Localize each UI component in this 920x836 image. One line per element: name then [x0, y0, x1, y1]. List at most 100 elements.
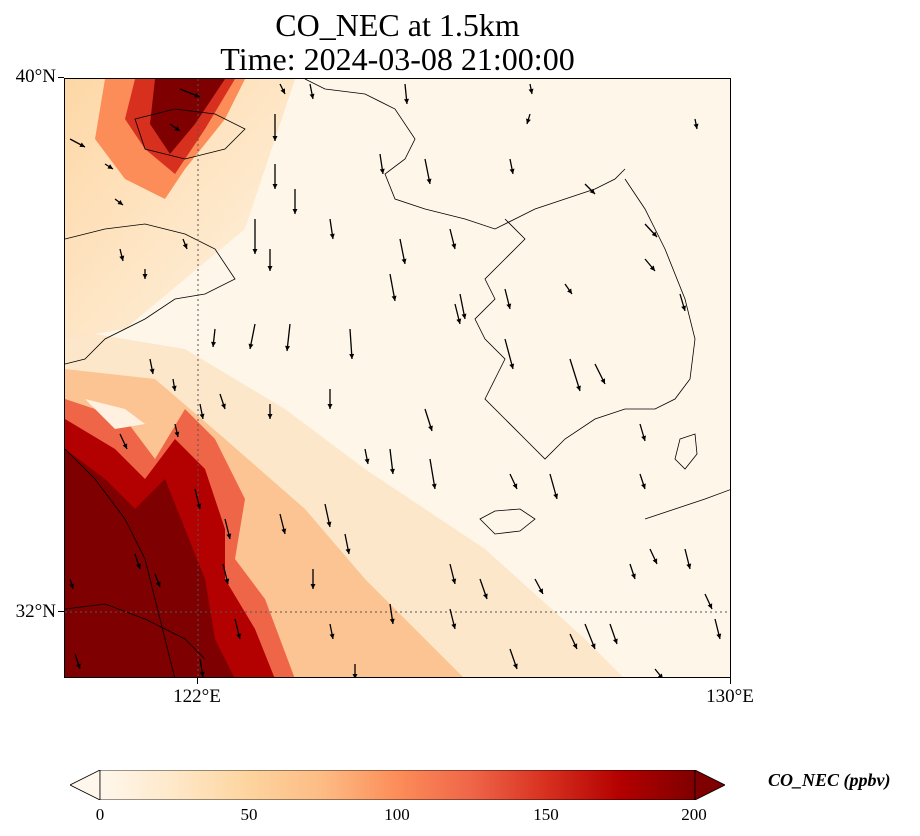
wind-vector-head — [69, 583, 74, 589]
colorbar-max-extend — [694, 770, 725, 800]
map-title: CO_NEC at 1.5km — [275, 7, 520, 43]
wind-vector-head — [329, 233, 335, 239]
wind-vector-head — [174, 431, 180, 437]
wind-vector-head — [404, 98, 409, 104]
coastline-bohai-korea-north — [304, 79, 626, 230]
wind-vector-head — [389, 618, 395, 624]
lon-tick-122 — [197, 678, 198, 684]
wind-vector-head — [364, 458, 370, 464]
wind-vector-head — [567, 288, 572, 294]
wind-vector-head — [693, 123, 699, 129]
wind-vector-head — [171, 385, 177, 391]
wind-vector-head — [107, 164, 113, 169]
wind-vector-head — [426, 178, 432, 184]
wind-vector-head — [461, 313, 467, 319]
map-subtitle-time: Time: 2024-03-08 21:00:00 — [220, 41, 575, 77]
wind-vector-head — [528, 88, 534, 94]
wind-vector-head — [199, 413, 205, 419]
wind-vector-head — [345, 548, 351, 554]
wind-vector-head — [221, 403, 226, 409]
wind-vector-head — [149, 368, 155, 374]
wind-vector-head — [194, 92, 200, 98]
lat-label-40: 40°N — [15, 66, 56, 87]
wind-vector-head — [76, 663, 81, 669]
coastline-japan-kyushu — [644, 489, 730, 520]
wind-vector-head — [526, 118, 531, 124]
wind-vector-head — [155, 581, 161, 587]
plume-gap-light — [85, 399, 145, 429]
wind-vector-head — [174, 126, 180, 131]
wind-vector — [569, 358, 581, 392]
colorbar — [70, 770, 725, 800]
wind-vector — [504, 338, 514, 370]
wind-vector-head — [142, 274, 148, 279]
wind-vector-head — [686, 563, 692, 569]
wind-vector-head — [285, 345, 291, 351]
wind-vector-head — [352, 674, 358, 677]
wind-vector-head — [182, 243, 188, 249]
map-canvas — [65, 79, 730, 677]
wind-vector — [349, 328, 353, 360]
wind-vector-head — [716, 633, 722, 639]
coastline-shandong — [65, 223, 236, 365]
wind-vector-head — [79, 142, 85, 147]
wind-vector-head — [349, 353, 355, 359]
colorbar-tick-150: 150 — [533, 805, 559, 824]
wind-vector-head — [506, 303, 512, 309]
wind-vector-head — [600, 378, 605, 384]
wind-vector-head — [451, 243, 457, 249]
wind-vector-head — [631, 573, 636, 579]
wind-vector-head — [292, 209, 298, 214]
wind-vector — [654, 668, 663, 677]
wind-vector-head — [224, 578, 230, 584]
wind-vector-head — [122, 443, 128, 449]
colorbar-min-extend — [70, 770, 101, 800]
wind-vector-head — [391, 295, 397, 301]
wind-vector-head — [512, 483, 518, 489]
wind-vector-head — [327, 404, 333, 409]
coastlines — [65, 79, 730, 677]
wind-vector-head — [248, 343, 254, 349]
wind-vector-head — [707, 603, 713, 609]
lat-label-32: 32°N — [15, 601, 56, 622]
plume-south-core — [65, 449, 234, 677]
plume-north-core — [150, 79, 225, 154]
wind-vector-head — [272, 184, 278, 189]
wind-vector-head — [272, 136, 278, 141]
wind-vector-field — [69, 83, 722, 677]
wind-vector-head — [309, 93, 315, 99]
colorbar-label: CO_NEC (ppbv) — [768, 770, 891, 790]
colorbar-tick-100: 100 — [384, 805, 410, 824]
wind-vector-head — [236, 633, 242, 639]
wind-vector-head — [652, 558, 658, 564]
lon-label-122: 122°E — [173, 686, 221, 707]
wind-vector-head — [451, 623, 457, 629]
wind-vector-head — [196, 503, 202, 509]
wind-vector-head — [641, 483, 646, 489]
wind-vector-head — [590, 643, 596, 649]
wind-vector-head — [538, 588, 543, 594]
wind-vector-head — [612, 638, 618, 644]
map-panel — [64, 78, 731, 678]
coastline-china-east — [65, 448, 175, 677]
coastline-jeju-island — [479, 508, 536, 535]
wind-vector-head — [329, 633, 335, 639]
wind-vector-head — [509, 363, 515, 369]
coastline-tsushima — [674, 433, 698, 470]
wind-vector-head — [649, 265, 655, 271]
wind-vector-head — [389, 468, 395, 474]
wind-vector-head — [252, 249, 258, 254]
lat-tick-32 — [58, 611, 64, 612]
lat-tick-40 — [58, 77, 64, 78]
wind-vector-head — [280, 88, 285, 94]
wind-vector-head — [326, 521, 332, 527]
wind-vector-head — [641, 435, 646, 441]
wind-vector-head — [572, 643, 578, 649]
lon-tick-130 — [730, 678, 731, 684]
wind-vector-head — [657, 673, 663, 677]
coastline-korean-peninsula — [474, 178, 696, 460]
wind-vector-head — [211, 341, 217, 347]
wind-vector-head — [482, 593, 488, 599]
coastline-liaodong — [134, 108, 246, 160]
wind-vector-head — [589, 188, 595, 194]
